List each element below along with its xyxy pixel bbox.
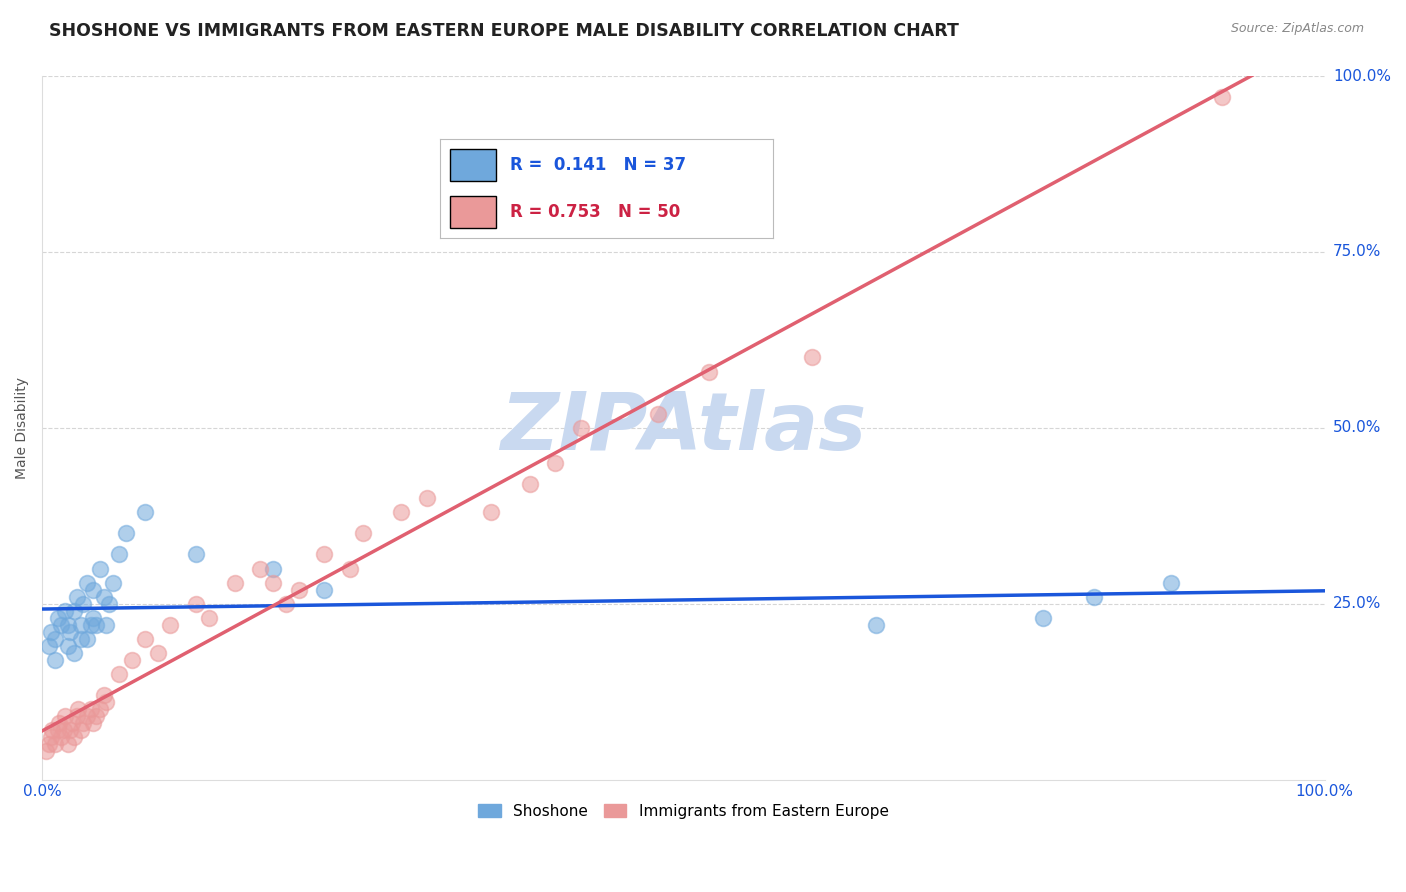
Point	[697, 365, 720, 379]
Text: 50.0%: 50.0%	[1333, 420, 1381, 435]
Text: SHOSHONE VS IMMIGRANTS FROM EASTERN EUROPE MALE DISABILITY CORRELATION CHART: SHOSHONE VS IMMIGRANTS FROM EASTERN EURO…	[49, 22, 959, 40]
Point	[41, 723, 63, 738]
Point	[63, 646, 86, 660]
Point	[416, 491, 439, 505]
Point	[134, 632, 156, 646]
Point	[108, 548, 131, 562]
Point	[89, 561, 111, 575]
Point	[865, 617, 887, 632]
Point	[80, 702, 103, 716]
Y-axis label: Male Disability: Male Disability	[15, 376, 30, 479]
Point	[38, 639, 60, 653]
Point	[69, 723, 91, 738]
Point	[35, 744, 58, 758]
Point	[262, 575, 284, 590]
Point	[1160, 575, 1182, 590]
Point	[262, 561, 284, 575]
Point	[82, 582, 104, 597]
Point	[80, 617, 103, 632]
Point	[69, 632, 91, 646]
Point	[184, 597, 207, 611]
Point	[56, 639, 79, 653]
Point	[51, 617, 73, 632]
Point	[72, 597, 94, 611]
Point	[44, 632, 66, 646]
Point	[63, 731, 86, 745]
Point	[44, 653, 66, 667]
Point	[53, 604, 76, 618]
Text: Source: ZipAtlas.com: Source: ZipAtlas.com	[1230, 22, 1364, 36]
Point	[96, 617, 118, 632]
Point	[287, 582, 309, 597]
Point	[53, 709, 76, 723]
Point	[38, 738, 60, 752]
Point	[76, 575, 98, 590]
Point	[93, 688, 115, 702]
Point	[249, 561, 271, 575]
Point	[46, 611, 69, 625]
Point	[66, 709, 89, 723]
Point	[66, 590, 89, 604]
Text: 75.0%: 75.0%	[1333, 244, 1381, 260]
Point	[39, 624, 62, 639]
Point	[184, 548, 207, 562]
Point	[84, 617, 107, 632]
Point	[389, 505, 412, 519]
Point	[352, 526, 374, 541]
Point	[82, 611, 104, 625]
Point	[60, 716, 83, 731]
Text: 100.0%: 100.0%	[1333, 69, 1391, 84]
Point	[67, 702, 90, 716]
Point	[84, 709, 107, 723]
Point	[69, 617, 91, 632]
Point	[72, 716, 94, 731]
Point	[134, 505, 156, 519]
Point	[314, 548, 336, 562]
Point	[96, 695, 118, 709]
Point	[76, 709, 98, 723]
Point	[108, 667, 131, 681]
Point	[44, 738, 66, 752]
Point	[1083, 590, 1105, 604]
Point	[89, 702, 111, 716]
Point	[114, 526, 136, 541]
Point	[56, 738, 79, 752]
Point	[198, 611, 221, 625]
Point	[314, 582, 336, 597]
Text: ZIPAtlas: ZIPAtlas	[501, 389, 866, 467]
Point	[46, 723, 69, 738]
Point	[76, 632, 98, 646]
Point	[93, 590, 115, 604]
Point	[39, 731, 62, 745]
Point	[479, 505, 502, 519]
Point	[59, 723, 82, 738]
Point	[159, 617, 181, 632]
Point	[82, 716, 104, 731]
Point	[800, 351, 823, 365]
Point	[51, 731, 73, 745]
Point	[56, 617, 79, 632]
Point	[274, 597, 297, 611]
Point	[519, 477, 541, 491]
Point	[1031, 611, 1053, 625]
Point	[544, 456, 567, 470]
Point	[59, 624, 82, 639]
Point	[146, 646, 169, 660]
Point	[224, 575, 246, 590]
Point	[121, 653, 143, 667]
Point	[569, 421, 592, 435]
Point	[647, 407, 669, 421]
Point	[97, 597, 120, 611]
Legend: Shoshone, Immigrants from Eastern Europe: Shoshone, Immigrants from Eastern Europe	[472, 797, 894, 825]
Point	[339, 561, 361, 575]
Point	[63, 604, 86, 618]
Point	[48, 716, 70, 731]
Point	[1211, 90, 1233, 104]
Text: 25.0%: 25.0%	[1333, 596, 1381, 611]
Point	[53, 723, 76, 738]
Point	[101, 575, 124, 590]
